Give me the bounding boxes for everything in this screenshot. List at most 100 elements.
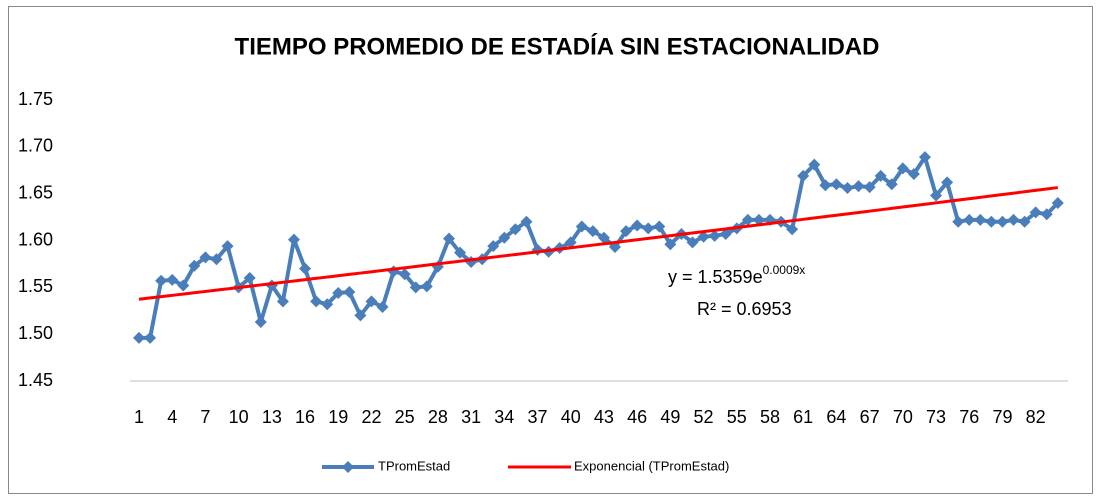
point — [310, 295, 323, 308]
point — [741, 213, 754, 226]
point — [442, 232, 455, 245]
point — [697, 230, 710, 243]
x-tick-label: 28 — [428, 407, 448, 427]
point — [708, 229, 721, 242]
point — [487, 240, 500, 253]
x-tick-label: 1 — [134, 407, 144, 427]
point — [575, 220, 588, 233]
x-tick-label: 64 — [826, 407, 846, 427]
point — [786, 223, 799, 236]
chart-title: TIEMPO PROMEDIO DE ESTADÍA SIN ESTACIONA… — [235, 32, 880, 60]
equation: y = 1.5359e0.0009x — [668, 263, 805, 287]
point — [155, 274, 168, 287]
x-tick-label: 22 — [361, 407, 381, 427]
point — [409, 281, 422, 294]
trend-line — [138, 186, 1058, 301]
point — [1007, 213, 1020, 226]
point — [996, 215, 1009, 228]
x-tick-label: 16 — [295, 407, 315, 427]
point — [918, 151, 931, 164]
x-tick-label: 79 — [992, 407, 1012, 427]
point — [985, 215, 998, 228]
point — [454, 246, 467, 259]
y-tick-label: 1.70 — [18, 136, 53, 156]
y-tick-label: 1.50 — [18, 323, 53, 343]
x-tick-label: 46 — [627, 407, 647, 427]
r-squared: R² = 0.6953 — [697, 299, 792, 319]
x-tick-label: 37 — [528, 407, 548, 427]
y-tick-label: 1.45 — [18, 370, 53, 390]
point — [752, 213, 765, 226]
y-tick-label: 1.60 — [18, 229, 53, 249]
point — [210, 253, 223, 266]
legend-label: Exponencial (TPromEstad) — [574, 458, 729, 473]
x-tick-label: 43 — [594, 407, 614, 427]
point — [144, 331, 157, 344]
point — [586, 225, 599, 238]
equation-exponent: 0.0009x — [763, 263, 806, 277]
point — [642, 222, 655, 235]
point — [133, 331, 145, 344]
point — [177, 279, 190, 292]
point — [885, 178, 898, 191]
legend-marker — [342, 461, 354, 473]
point — [930, 189, 943, 202]
x-tick-label: 13 — [262, 407, 282, 427]
point — [254, 315, 267, 328]
point — [819, 179, 832, 192]
x-tick-label: 61 — [793, 407, 813, 427]
point — [1040, 208, 1053, 221]
x-tick-label: 70 — [893, 407, 913, 427]
point — [631, 219, 644, 232]
x-tick-label: 52 — [694, 407, 714, 427]
point — [276, 295, 289, 308]
point — [841, 182, 854, 195]
point — [797, 169, 810, 182]
point — [974, 213, 987, 226]
point — [166, 273, 179, 286]
x-tick-label: 19 — [328, 407, 348, 427]
point — [188, 259, 201, 272]
legend-label: TPromEstad — [378, 458, 450, 473]
point — [564, 236, 577, 249]
x-tick-label: 76 — [959, 407, 979, 427]
y-tick-label: 1.55 — [18, 276, 53, 296]
y-tick-label: 1.75 — [18, 89, 53, 109]
point — [221, 240, 234, 253]
x-tick-label: 82 — [1026, 407, 1046, 427]
point — [321, 298, 334, 311]
point — [1029, 206, 1042, 219]
x-tick-label: 10 — [229, 407, 249, 427]
point — [653, 220, 666, 233]
x-tick-label: 73 — [926, 407, 946, 427]
point — [597, 231, 610, 244]
point — [299, 262, 312, 275]
x-tick-label: 25 — [395, 407, 415, 427]
point — [686, 236, 699, 249]
x-tick-label: 55 — [727, 407, 747, 427]
point — [963, 213, 976, 226]
point — [243, 271, 256, 284]
point — [907, 167, 920, 180]
point — [719, 227, 732, 240]
point — [863, 181, 876, 194]
point — [808, 158, 821, 171]
point — [509, 223, 522, 236]
point — [343, 286, 356, 299]
x-tick-label: 4 — [167, 407, 177, 427]
point — [664, 238, 677, 251]
x-tick-label: 49 — [660, 407, 680, 427]
x-tick-label: 31 — [461, 407, 481, 427]
point — [199, 251, 212, 264]
point — [520, 215, 533, 228]
point — [365, 295, 378, 308]
point — [354, 309, 367, 322]
point — [941, 176, 954, 189]
point — [1051, 197, 1064, 210]
point — [1018, 215, 1031, 228]
x-tick-label: 40 — [561, 407, 581, 427]
x-tick-label: 34 — [494, 407, 514, 427]
point — [620, 225, 633, 238]
point — [287, 233, 300, 246]
